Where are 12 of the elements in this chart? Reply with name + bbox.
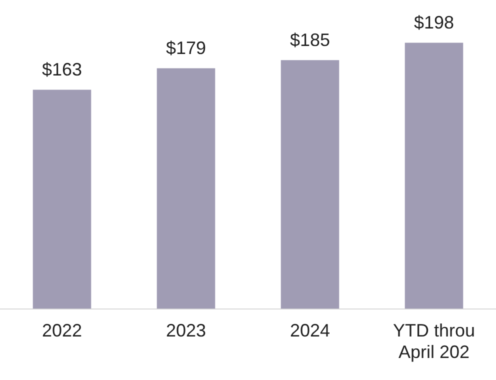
bar xyxy=(280,60,340,309)
bar xyxy=(404,42,464,309)
bar xyxy=(156,68,216,309)
bar xyxy=(32,90,92,309)
data-label: $198 xyxy=(414,12,454,33)
data-label: $179 xyxy=(166,38,206,58)
x-tick-label: 2022 xyxy=(42,320,82,341)
x-tick-label: 2023 xyxy=(166,320,206,341)
data-label: $163 xyxy=(42,60,82,80)
x-tick-label: 2024 xyxy=(290,320,330,341)
x-tick-label: YTD throu April 202 xyxy=(392,320,476,362)
data-label: $185 xyxy=(290,30,330,50)
